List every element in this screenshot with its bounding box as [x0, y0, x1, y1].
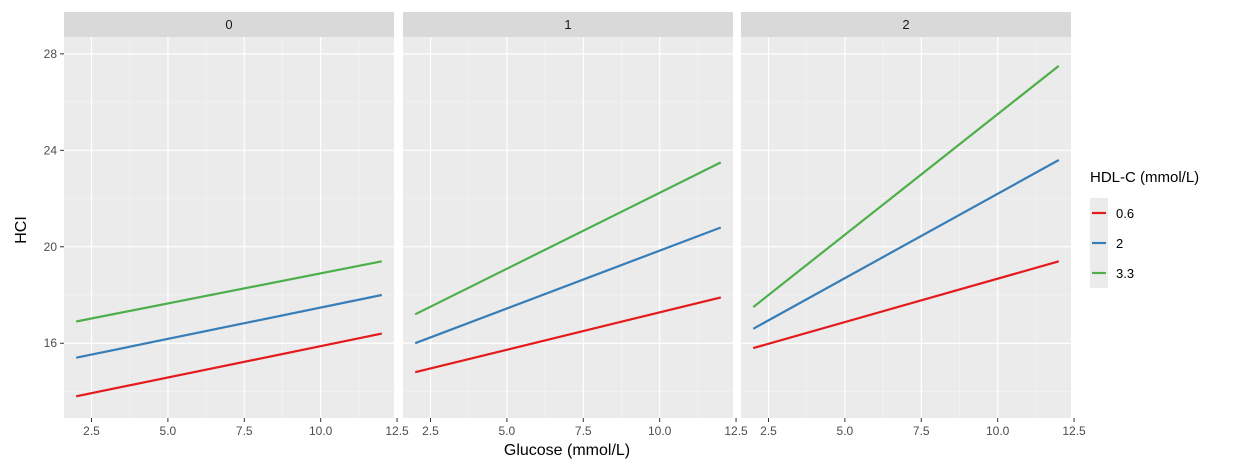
facet-strip-label: 0 [225, 17, 232, 32]
y-tick-label: 16 [44, 336, 58, 350]
x-tick-label: 7.5 [575, 424, 592, 438]
facet-strip-label: 1 [564, 17, 571, 32]
x-tick-label: 10.0 [986, 424, 1010, 438]
gridlines [403, 37, 733, 418]
x-tick-label: 12.5 [1062, 424, 1086, 438]
x-tick-label: 10.0 [309, 424, 333, 438]
x-axis-title: Glucose (mmol/L) [504, 442, 630, 459]
plot-background [64, 37, 394, 418]
y-axis: 16 20 24 28 [44, 47, 64, 350]
x-tick-label: 5.0 [160, 424, 177, 438]
panels-layer: 02.5 5.0 7.5 10.0 12.512.5 5.0 7.5 10.0 12.522.5… [64, 12, 1086, 438]
x-tick-label: 7.5 [236, 424, 253, 438]
plot-background [403, 37, 733, 418]
panel-0: 0 2.5 5.0 7.5 10.0 12.5 [64, 12, 409, 438]
facet-strip [741, 12, 1071, 37]
x-tick-label: 2.5 [760, 424, 777, 438]
series-line-0-6 [752, 260, 1060, 350]
panel-2: 2 2.5 5.0 7.5 10.0 12.5 [741, 12, 1086, 438]
series-line-2 [414, 226, 722, 345]
y-tick-label: 24 [44, 143, 58, 157]
gridlines [64, 37, 394, 418]
series-line-2 [752, 159, 1060, 330]
x-tick-label: 7.5 [913, 424, 930, 438]
y-tick-label: 28 [44, 47, 58, 61]
x-tick-label: 10.0 [648, 424, 672, 438]
x-tick-label: 5.0 [499, 424, 516, 438]
x-tick-label: 2.5 [83, 424, 100, 438]
x-tick-label: 5.0 [837, 424, 854, 438]
x-tick-label: 12.5 [724, 424, 748, 438]
facet-strip [403, 12, 733, 37]
series-line-3-3 [752, 65, 1060, 308]
gridlines [741, 37, 1071, 418]
x-tick-label: 2.5 [422, 424, 439, 438]
legend-label: 0.6 [1116, 206, 1134, 221]
legend-label: 3.3 [1116, 266, 1134, 281]
x-tick-label: 12.5 [385, 424, 409, 438]
series-line-3-3 [75, 260, 383, 323]
panel-1: 12.5 5.0 7.5 10.0 12.5 [403, 12, 748, 438]
series-line-2 [75, 293, 383, 359]
series-line-3-3 [414, 161, 722, 316]
y-axis-title: HCI [13, 216, 30, 244]
series-line-0-6 [414, 296, 722, 374]
facet-strip-label: 2 [902, 17, 909, 32]
legend-label: 2 [1116, 236, 1123, 251]
legend: HDL-C (mmol/L) 0.6 2 3.3 [1090, 169, 1199, 288]
facet-strip [64, 12, 394, 37]
y-tick-label: 20 [44, 240, 58, 254]
series-line-0-6 [75, 332, 383, 398]
legend-title: HDL-C (mmol/L) [1090, 169, 1199, 186]
